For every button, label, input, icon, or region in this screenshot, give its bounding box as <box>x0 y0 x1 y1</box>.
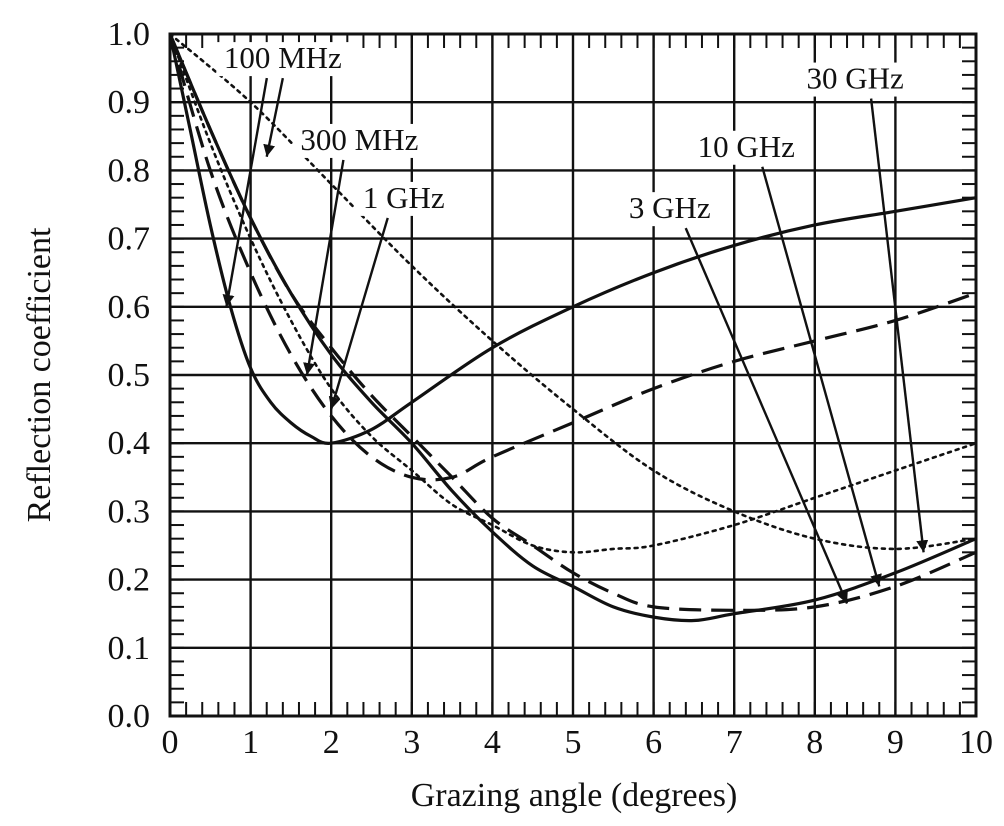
annotation-bg-300-mhz <box>292 123 426 158</box>
x-tick-label: 3 <box>403 724 420 761</box>
annotation-bg-1-ghz <box>354 181 454 216</box>
annotation-bg-10-ghz <box>688 130 805 165</box>
x-axis-title: Grazing angle (degrees) <box>411 777 738 814</box>
x-tick-label: 8 <box>806 724 823 761</box>
annotation-300-mhz: 300 MHz <box>300 122 418 157</box>
annotation-arrow-1-ghz <box>328 217 389 410</box>
annotation-arrow-10-ghz <box>761 166 882 587</box>
y-tick-label: 1.0 <box>108 16 151 53</box>
annotation-bg-30-ghz <box>797 62 914 97</box>
plot-frame <box>168 32 978 718</box>
y-tick-label: 0.5 <box>108 357 151 394</box>
annotation-arrow-300-mhz <box>303 159 345 376</box>
series-line-100-mhz <box>168 33 977 445</box>
y-tick-label: 0.7 <box>108 221 151 258</box>
y-tick-label: 0.6 <box>108 289 151 326</box>
annotation-10-ghz: 10 GHz <box>698 129 795 164</box>
annotations: 100 MHz 300 MHz 1 GHz 3 GHz 10 GHz 30 GHz <box>216 40 929 604</box>
annotation-3-ghz: 3 GHz <box>629 190 711 225</box>
annotation-arrow-3-ghz <box>684 227 849 604</box>
annotation-100-mhz: 100 MHz <box>224 40 342 75</box>
y-tick-labels: 0.0 0.1 0.2 0.3 0.4 0.5 0.6 0.7 0.8 0.9 1.0 <box>108 16 151 735</box>
series-line-10-ghz <box>168 33 977 612</box>
x-tick-labels: 0 1 2 3 4 5 6 7 8 9 10 <box>162 724 994 761</box>
annotation-1-ghz: 1 GHz <box>363 180 445 215</box>
annotation-arrow-30-ghz <box>869 98 929 553</box>
y-tick-label: 0.1 <box>108 630 151 667</box>
y-tick-label: 0.4 <box>108 425 151 462</box>
x-tick-label: 5 <box>565 724 582 761</box>
x-tick-label: 2 <box>323 724 340 761</box>
annotation-bg-3-ghz <box>620 192 720 227</box>
x-tick-label: 9 <box>887 724 904 761</box>
y-tick-label: 0.2 <box>108 562 151 599</box>
grid <box>168 32 978 718</box>
annotation-bg-100-mhz <box>216 42 350 77</box>
x-tick-label: 4 <box>484 724 501 761</box>
y-tick-label: 0.0 <box>108 698 151 735</box>
y-tick-label: 0.8 <box>108 152 151 189</box>
x-tick-label: 10 <box>959 724 993 761</box>
y-tick-label: 0.9 <box>108 84 151 121</box>
y-axis-title: Reflection coefficient <box>21 227 58 522</box>
annotation-arrow-100-mhz <box>263 77 285 158</box>
x-tick-label: 0 <box>162 724 179 761</box>
y-tick-label: 0.3 <box>108 493 151 530</box>
annotation-30-ghz: 30 GHz <box>806 61 903 96</box>
annotation-arrow-100-mhz <box>222 77 269 308</box>
x-tick-label: 6 <box>645 724 662 761</box>
series-line-1-ghz <box>168 32 978 554</box>
x-tick-label: 7 <box>726 724 743 761</box>
x-tick-label: 1 <box>242 724 259 761</box>
